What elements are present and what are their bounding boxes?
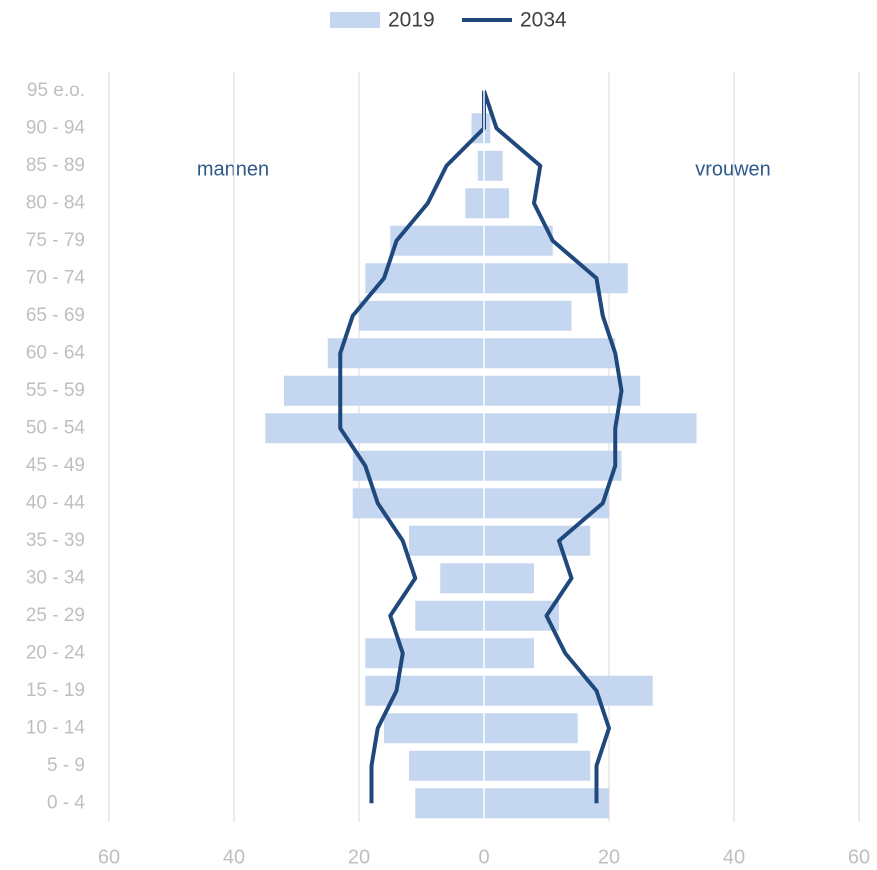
y-tick-label: 55 - 59: [26, 380, 85, 401]
bar: [415, 600, 484, 631]
legend-label: 2019: [388, 9, 435, 32]
bar: [409, 525, 484, 556]
bar: [484, 225, 553, 256]
y-tick-label: 15 - 19: [26, 680, 85, 701]
annotation: mannen: [197, 158, 269, 180]
x-tick-label: 40: [723, 846, 745, 868]
bar: [465, 188, 484, 219]
x-tick-label: 20: [348, 846, 370, 868]
bar: [359, 300, 484, 331]
y-tick-label: 80 - 84: [26, 192, 86, 213]
bar: [484, 638, 534, 669]
bar: [484, 113, 491, 144]
annotation: vrouwen: [695, 158, 771, 180]
bar: [484, 338, 616, 369]
y-tick-label: 10 - 14: [26, 717, 86, 738]
bar: [484, 263, 628, 294]
x-tick-label: 40: [223, 846, 245, 868]
bar: [484, 300, 572, 331]
bar: [384, 713, 484, 744]
y-tick-label: 60 - 64: [26, 342, 86, 363]
y-tick-label: 95 e.o.: [27, 80, 85, 101]
y-tick-label: 65 - 69: [26, 305, 85, 326]
y-tick-label: 0 - 4: [47, 792, 85, 813]
legend-label: 2034: [520, 9, 567, 32]
y-tick-label: 20 - 24: [26, 642, 86, 663]
x-tick-label: 0: [478, 846, 489, 868]
bar: [484, 675, 653, 706]
bar: [352, 450, 484, 481]
bar: [484, 188, 509, 219]
bar: [409, 750, 484, 781]
x-tick-label: 60: [98, 846, 120, 868]
bar: [265, 413, 484, 444]
line: [338, 90, 486, 804]
y-tick-label: 30 - 34: [26, 567, 86, 588]
bar: [477, 150, 484, 181]
bar: [365, 675, 484, 706]
bar: [327, 338, 484, 369]
bar: [440, 563, 484, 594]
y-tick-label: 85 - 89: [26, 155, 85, 176]
y-tick-label: 45 - 49: [26, 455, 85, 476]
bar: [484, 563, 534, 594]
bar: [484, 450, 622, 481]
legend-swatch: [330, 12, 380, 28]
y-tick-label: 40 - 44: [26, 492, 86, 513]
y-tick-label: 35 - 39: [26, 530, 85, 551]
y-tick-label: 70 - 74: [26, 267, 86, 288]
y-tick-label: 5 - 9: [47, 755, 85, 776]
y-tick-label: 25 - 29: [26, 605, 85, 626]
bar: [484, 788, 609, 819]
y-tick-label: 50 - 54: [26, 417, 86, 438]
bar: [484, 150, 503, 181]
x-tick-label: 20: [598, 846, 620, 868]
bar: [484, 713, 578, 744]
bar: [365, 638, 484, 669]
bar: [484, 375, 641, 406]
line: [482, 90, 624, 804]
bar: [484, 413, 697, 444]
bar: [284, 375, 484, 406]
bar: [484, 750, 591, 781]
x-tick-label: 60: [848, 846, 870, 868]
y-tick-label: 90 - 94: [26, 117, 86, 138]
bar: [415, 788, 484, 819]
y-tick-label: 75 - 79: [26, 230, 85, 251]
